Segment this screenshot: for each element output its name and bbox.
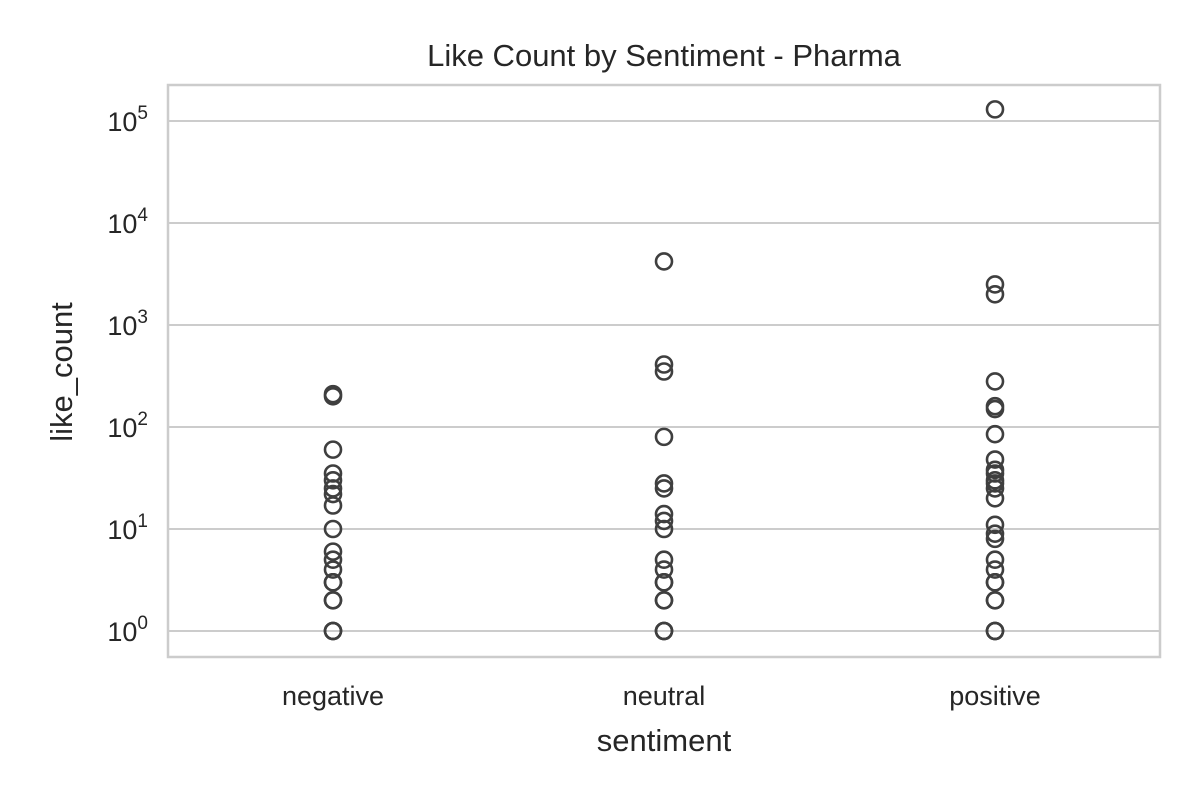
data-point-neutral xyxy=(654,573,674,592)
y-tick-labels: 100 101 102 103 104 105 xyxy=(107,103,148,647)
y-tick-label: 103 xyxy=(107,307,148,341)
data-point-negative xyxy=(323,573,343,592)
y-tick-label: 100 xyxy=(107,613,148,647)
data-point-positive xyxy=(985,590,1005,610)
data-point-neutral xyxy=(654,621,674,641)
data-point-positive xyxy=(985,524,1005,543)
data-point-negative xyxy=(323,471,343,490)
data-point-neutral xyxy=(654,355,674,374)
data-point-negative xyxy=(323,560,343,579)
data-point-neutral xyxy=(654,550,674,570)
data-point-neutral xyxy=(654,560,674,579)
chart-title: Like Count by Sentiment - Pharma xyxy=(427,38,902,73)
data-point-negative xyxy=(323,384,343,404)
data-point-negative xyxy=(323,464,343,483)
data-point-positive xyxy=(985,550,1005,570)
y-axis-label: like_count xyxy=(44,302,79,442)
plot-frame xyxy=(166,83,1162,659)
data-point-neutral xyxy=(654,474,674,493)
data-point-positive xyxy=(985,450,1005,469)
data-point-neutral xyxy=(654,511,674,531)
data-point-neutral xyxy=(654,362,674,381)
y-tick-label: 104 xyxy=(107,205,148,239)
data-point-positive xyxy=(985,284,1005,304)
data-point-positive xyxy=(985,621,1005,641)
data-point-positive xyxy=(985,515,1005,535)
data-point-negative xyxy=(323,550,343,570)
data-point-negative xyxy=(323,621,343,641)
data-points xyxy=(323,100,1005,641)
y-tick-label: 105 xyxy=(107,103,148,137)
data-point-positive xyxy=(985,460,1005,480)
y-tick-label: 102 xyxy=(107,409,148,443)
y-tick-label: 101 xyxy=(107,511,148,545)
data-point-positive xyxy=(985,573,1005,592)
data-point-positive xyxy=(985,100,1005,119)
data-point-positive xyxy=(985,424,1005,444)
data-point-positive xyxy=(985,560,1005,579)
data-point-negative xyxy=(323,440,343,459)
data-point-positive xyxy=(985,275,1005,294)
data-point-neutral xyxy=(654,504,674,524)
data-point-neutral xyxy=(654,479,674,498)
data-point-neutral xyxy=(654,252,674,271)
data-point-negative xyxy=(323,519,343,539)
x-tick-label-negative: negative xyxy=(282,681,384,711)
data-point-positive xyxy=(985,396,1005,416)
data-point-neutral xyxy=(654,427,674,447)
x-tick-labels: negative neutral positive xyxy=(282,681,1041,711)
data-point-positive xyxy=(985,372,1005,391)
data-point-neutral xyxy=(654,590,674,610)
data-point-positive xyxy=(985,529,1005,549)
x-tick-label-positive: positive xyxy=(949,681,1041,711)
x-tick-label-neutral: neutral xyxy=(623,681,706,711)
data-point-negative xyxy=(323,542,343,561)
grid-layer xyxy=(168,120,1160,632)
data-point-negative xyxy=(323,590,343,610)
x-axis-label: sentiment xyxy=(597,723,732,758)
data-point-negative xyxy=(323,484,343,504)
data-point-positive xyxy=(985,471,1005,490)
